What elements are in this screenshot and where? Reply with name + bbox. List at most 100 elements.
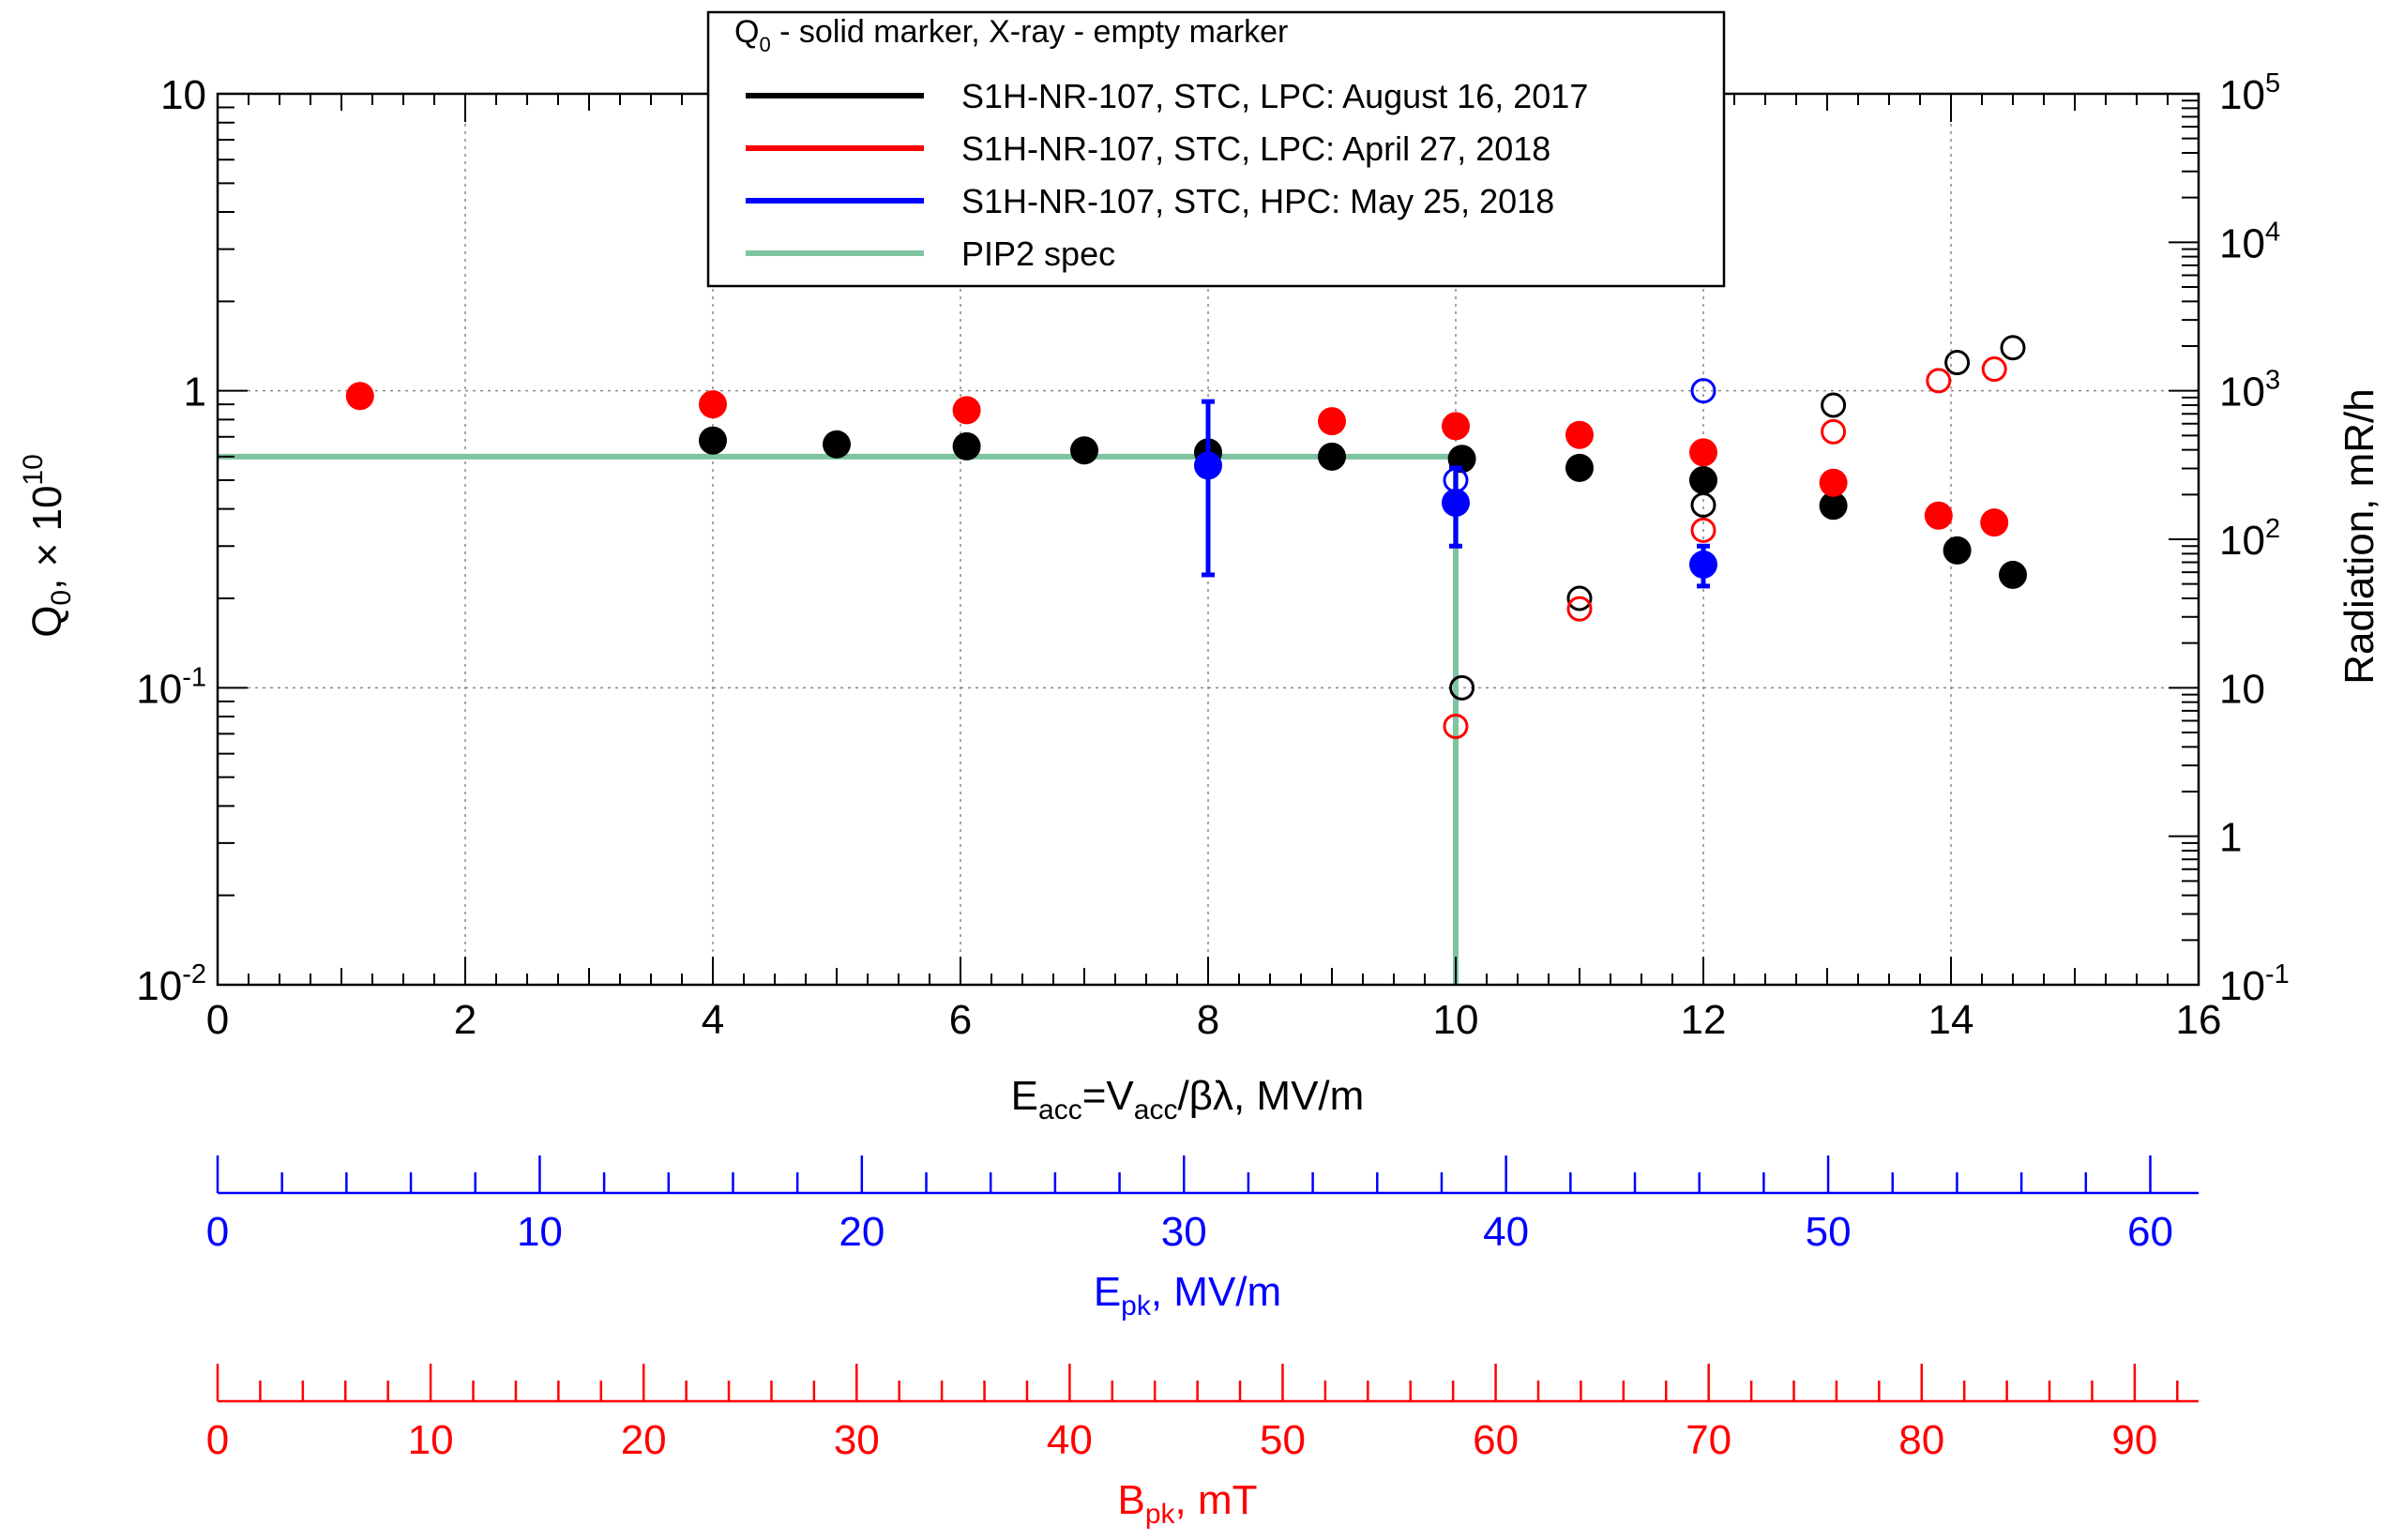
x-axis-title-sub2: acc <box>1134 1095 1178 1125</box>
secondary-axis-tick-label: 50 <box>1806 1209 1852 1255</box>
secondary-axis-title: Epk, MV/m <box>1094 1269 1281 1321</box>
y2-tick-label-base: 10 <box>2219 220 2265 266</box>
q0-marker <box>1689 438 1717 467</box>
y-tick-label-base: 1 <box>184 370 206 415</box>
y2-tick-label: 1 <box>2219 815 2242 861</box>
x-tick-label: 8 <box>1197 997 1219 1043</box>
y2-tick-label: 104 <box>2219 217 2280 266</box>
q0-marker <box>1318 407 1346 436</box>
y2-tick-label-base: 1 <box>2219 815 2242 861</box>
x-axis-title-rest: =V <box>1082 1073 1135 1119</box>
marker-layer <box>345 335 2027 739</box>
q0-marker <box>1980 508 2009 537</box>
secondary-axis-tick-label: 40 <box>1047 1417 1093 1463</box>
y-axis-ticks <box>218 93 248 986</box>
y2-axis-ticks <box>2169 93 2199 986</box>
q0-marker <box>823 430 851 459</box>
spec-layer <box>218 453 1459 985</box>
y2-tick-label-exp: -1 <box>2265 959 2290 989</box>
xray-marker <box>1690 378 1716 404</box>
legend-label: S1H-NR-107, STC, LPC: April 27, 2018 <box>961 129 1550 168</box>
legend-header-sub: 0 <box>759 33 770 56</box>
q0-marker <box>345 382 374 411</box>
xray-marker <box>1981 356 2007 383</box>
y2-tick-label-exp: 4 <box>2265 217 2280 247</box>
y-tick-label: 10-2 <box>136 959 206 1009</box>
xray-marker <box>1690 492 1716 519</box>
q0-marker <box>1565 453 1594 482</box>
xray-marker <box>1449 674 1475 701</box>
y2-tick-label-base: 10 <box>2219 72 2265 118</box>
q0-marker <box>1194 451 1222 480</box>
xray-marker <box>1566 596 1593 622</box>
secondary-axis-tick-label: 10 <box>408 1417 454 1463</box>
legend-label: S1H-NR-107, STC, LPC: August 16, 2017 <box>961 77 1588 115</box>
y-axis-title-sup: 10 <box>18 454 49 485</box>
q0-marker <box>699 390 727 419</box>
y2-tick-label: 105 <box>2219 68 2280 118</box>
secondary-axis-tick-label: 80 <box>1898 1417 1944 1463</box>
x-axis-title: Eacc=Vacc/βλ, MV/m <box>1011 1073 1365 1125</box>
legend-label: PIP2 spec <box>961 234 1115 273</box>
x-tick-label: 12 <box>1681 997 1727 1043</box>
q0-marker <box>1999 560 2027 589</box>
xray-marker <box>1926 368 1952 394</box>
secondary-axis-tick-label: 30 <box>1161 1209 1207 1255</box>
y-axis-title-sub: 0 <box>46 590 77 606</box>
y-tick-label: 1 <box>184 370 206 415</box>
x-tick-label: 6 <box>949 997 972 1043</box>
q0-marker <box>1565 420 1594 449</box>
x-tick-label: 14 <box>1928 997 1974 1043</box>
x-tick-labels: 0 2 4 6 8 10 12 14 16 <box>206 997 2222 1043</box>
y2-tick-label-exp: 3 <box>2265 366 2280 396</box>
y-tick-label-base: 10 <box>160 72 206 118</box>
legend-entries: S1H-NR-107, STC, LPC: August 16, 2017 S1H… <box>746 77 1588 273</box>
y2-axis-title: Radiation, mR/h <box>2336 388 2382 684</box>
pip2-spec-line <box>218 453 1459 985</box>
secondary-axis-tick-label: 90 <box>2111 1417 2157 1463</box>
legend-label: S1H-NR-107, STC, HPC: May 25, 2018 <box>961 182 1554 220</box>
q0-marker <box>699 426 727 455</box>
secondary-axis-tick-label: 0 <box>206 1417 229 1463</box>
y-axis-title: Q0, × 1010 <box>18 454 77 638</box>
secondary-axis-tick-label: 60 <box>2127 1209 2173 1255</box>
secondary-axis-tick-label: 20 <box>621 1417 667 1463</box>
secondary-axis-tick-label: 70 <box>1686 1417 1731 1463</box>
q0-marker <box>1442 412 1470 441</box>
y2-tick-label-base: 10 <box>2219 963 2265 1009</box>
secondary-axis-tick-label: 30 <box>834 1417 880 1463</box>
secondary-axis-title-rest: , MV/m <box>1151 1269 1281 1315</box>
q0-marker <box>1924 501 1953 530</box>
y-tick-label: 10 <box>160 72 206 118</box>
y2-tick-label-base: 10 <box>2219 666 2265 712</box>
y-axis-title-main: Q <box>24 606 70 638</box>
xray-marker <box>1566 585 1593 611</box>
q0-marker <box>1689 465 1717 494</box>
xray-marker <box>2000 335 2026 361</box>
y2-tick-label-exp: 2 <box>2265 514 2280 544</box>
secondary-axis-tick-label: 0 <box>206 1209 229 1255</box>
y2-tick-label: 103 <box>2219 366 2280 415</box>
q0-marker <box>1442 488 1470 517</box>
secondary-axis-title-sub: pk <box>1145 1499 1176 1530</box>
secondary-axis-title: Bpk, mT <box>1117 1477 1257 1530</box>
xray-marker <box>1821 418 1847 445</box>
q0-marker <box>1819 468 1848 497</box>
q0-marker <box>1070 436 1098 465</box>
secondary-axis-tick-label: 20 <box>839 1209 885 1255</box>
y2-tick-label: 10-1 <box>2219 959 2290 1009</box>
x-tick-label: 0 <box>206 997 229 1043</box>
y-tick-label-exp: -1 <box>182 662 206 692</box>
y2-tick-label-base: 10 <box>2219 518 2265 564</box>
q0-marker <box>1819 491 1848 521</box>
q0-marker <box>1689 550 1717 579</box>
secondary-axis-tick-label: 40 <box>1483 1209 1529 1255</box>
y-tick-label-base: 10 <box>136 666 182 712</box>
x-axis-title-rest2: /βλ, MV/m <box>1177 1073 1364 1119</box>
y-tick-label-base: 10 <box>136 963 182 1009</box>
x-tick-label: 2 <box>454 997 476 1043</box>
q0-marker <box>1943 536 1972 565</box>
